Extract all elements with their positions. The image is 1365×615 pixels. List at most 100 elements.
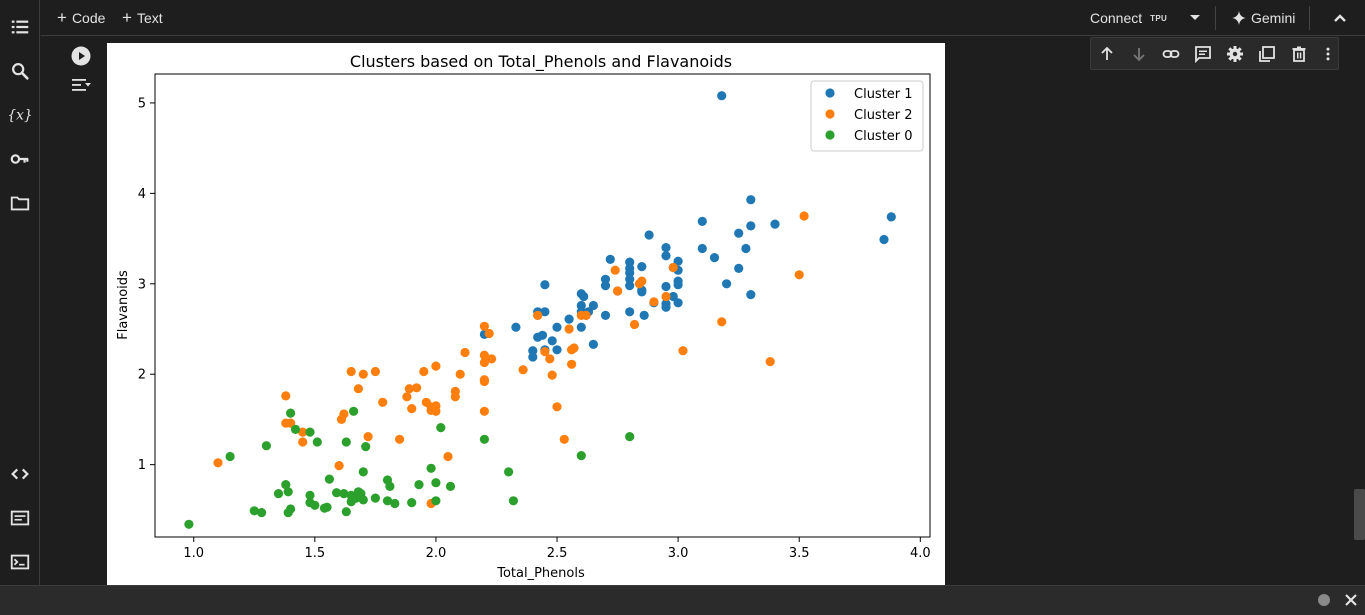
svg-text:{x}: {x} [9,108,31,124]
x-tick-label: 4.0 [910,546,931,561]
variables-icon[interactable]: {x} [6,101,34,129]
data-point-cluster-2-53 [370,366,380,377]
data-point-cluster-1-12 [709,253,720,263]
table-of-contents-icon[interactable] [6,13,34,41]
data-point-cluster-2-19 [545,354,555,364]
data-point-cluster-0-42 [431,496,441,506]
data-point-cluster-0-26 [349,406,359,416]
comment-icon[interactable] [1192,43,1214,65]
data-point-cluster-2-46 [443,451,453,462]
data-point-cluster-0-30 [358,495,368,505]
add-text-cell-button[interactable]: + Text [122,8,163,28]
connect-button[interactable]: Connect TPU [1090,8,1167,28]
search-icon[interactable] [6,57,34,85]
data-point-cluster-2-48 [479,406,489,416]
data-point-cluster-2-40 [407,404,417,414]
terminal-icon[interactable] [6,548,34,576]
data-point-cluster-1-2 [886,212,896,222]
data-point-cluster-0-37 [390,498,400,509]
legend-label: Cluster 0 [854,129,913,144]
vertical-scrollbar[interactable] [1354,489,1365,540]
run-cell-button[interactable] [70,45,92,67]
data-point-cluster-2-43 [421,397,431,407]
data-point-cluster-2-38 [404,384,414,394]
data-point-cluster-2-56 [346,366,356,377]
x-axis-label: Total_Phenols [496,566,585,581]
data-point-cluster-0-32 [361,442,371,452]
data-point-cluster-2-11 [661,291,671,302]
data-point-cluster-2-66 [281,418,291,428]
close-icon[interactable] [1341,590,1361,610]
data-point-cluster-0-15 [310,500,320,510]
data-point-cluster-1-63 [588,339,598,349]
data-point-cluster-0-20 [332,488,342,498]
data-point-cluster-0-46 [504,467,514,477]
y-axis-label: Flavanoids [116,270,131,340]
data-point-cluster-2-37 [412,383,422,393]
data-point-cluster-0-44 [445,481,456,491]
data-point-cluster-2-15 [564,324,574,334]
data-point-cluster-2-58 [336,414,347,424]
add-code-cell-button[interactable]: + Code [57,8,105,28]
data-point-cluster-2-25 [484,328,494,339]
data-point-cluster-2-32 [455,369,465,379]
data-point-cluster-1-9 [661,243,671,253]
data-point-cluster-0-9 [286,504,296,514]
data-point-cluster-1-6 [746,221,756,231]
mirror-cell-icon[interactable] [1256,43,1278,65]
data-point-cluster-1-49 [639,310,649,320]
data-point-cluster-2-4 [678,346,688,356]
data-point-cluster-0-45 [479,434,489,444]
data-point-cluster-0-5 [273,489,284,499]
data-point-cluster-1-25 [625,274,635,284]
connect-options-dropdown[interactable] [1185,8,1205,28]
scatter-chart: Clusters based on Total_Phenols and Flav… [116,52,931,581]
command-palette-icon[interactable] [6,504,34,532]
data-point-cluster-2-9 [613,286,623,296]
link-icon[interactable] [1160,43,1182,65]
cell-toolbar [1090,37,1339,70]
data-point-cluster-1-60 [547,336,557,346]
y-tick-label: 2 [138,368,146,383]
delete-icon[interactable] [1288,43,1310,65]
data-point-cluster-1-55 [552,322,562,332]
data-point-cluster-0-39 [414,480,424,490]
secrets-key-icon[interactable] [6,145,34,173]
data-point-cluster-1-62 [552,345,562,355]
data-point-cluster-1-33 [637,287,647,297]
data-point-cluster-1-11 [741,243,751,254]
data-point-cluster-2-14 [581,310,591,320]
data-point-cluster-1-3 [879,234,889,245]
gemini-button[interactable]: Gemini [1232,8,1295,28]
data-point-cluster-1-31 [540,280,550,290]
data-point-cluster-1-64 [528,352,538,362]
connect-label: Connect [1090,10,1143,26]
collapse-header-button[interactable] [1330,8,1350,28]
data-point-cluster-0-2 [249,506,259,516]
data-point-cluster-2-36 [419,366,429,377]
data-point-cluster-1-37 [668,291,678,302]
output-actions-button[interactable] [70,74,92,96]
data-point-cluster-2-27 [487,354,497,364]
plus-icon: + [57,8,67,27]
add-text-label: Text [136,10,163,26]
data-point-cluster-0-33 [370,493,380,503]
legend-marker [825,88,835,98]
data-point-cluster-2-39 [402,392,412,402]
move-down-icon[interactable] [1128,43,1150,65]
data-point-cluster-0-40 [426,463,436,473]
code-snippets-icon[interactable] [6,460,34,488]
more-vert-icon[interactable] [1320,43,1336,65]
move-up-icon[interactable] [1096,43,1118,65]
data-point-cluster-0-0 [184,519,194,529]
data-point-cluster-2-18 [540,347,550,357]
data-point-cluster-1-16 [637,262,647,272]
files-folder-icon[interactable] [6,189,34,217]
play-icon [71,46,91,66]
plot-frame [154,73,931,538]
legend-marker [825,109,835,119]
runtime-status-indicator[interactable] [1318,594,1330,606]
settings-gear-icon[interactable] [1224,43,1246,65]
data-point-cluster-1-13 [605,254,615,264]
